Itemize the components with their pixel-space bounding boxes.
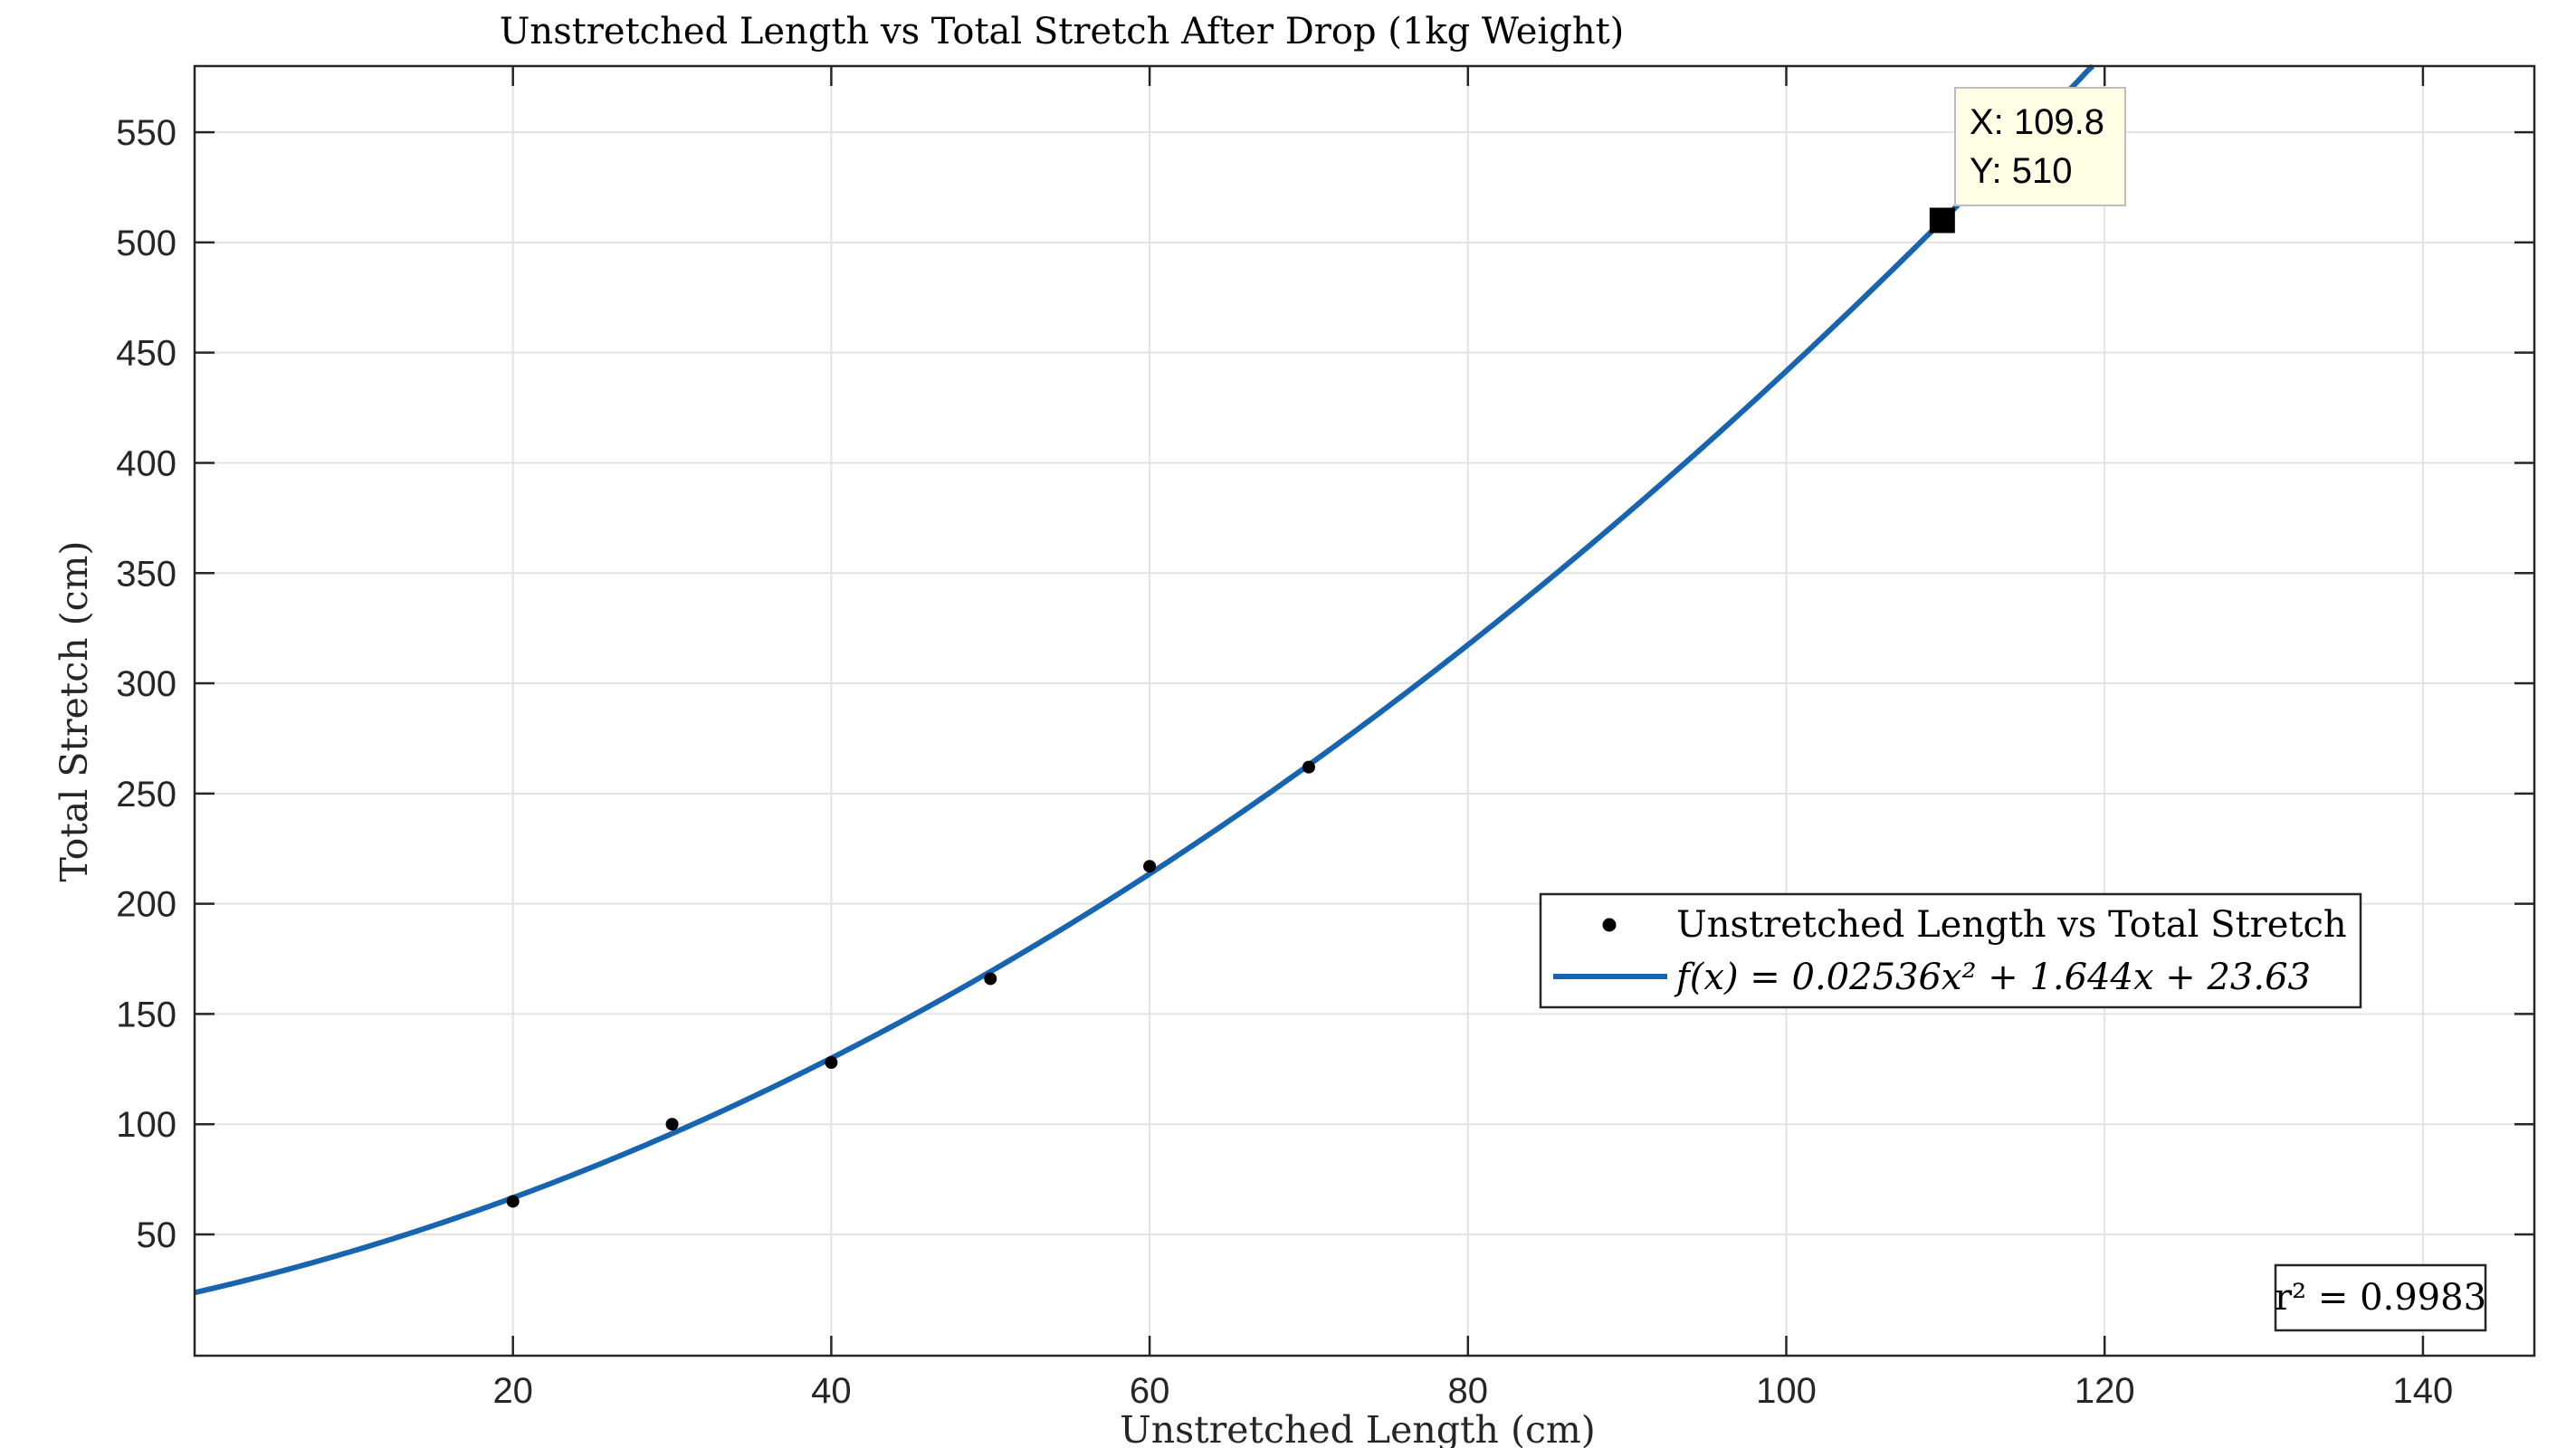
grid-lines [195,66,2534,1356]
annotation-box [2274,1263,2487,1332]
data-point [1143,860,1157,873]
y-tick-label: 500 [116,224,177,263]
legend-label-fit: f(x) = 0.02536x² + 1.644x + 23.63 [1674,957,2311,998]
annotation-text: r² = 0.9983 [2275,1277,2486,1319]
x-tick-label: 40 [811,1371,852,1411]
chart-title: Unstretched Length vs Total Stretch Afte… [500,11,1625,52]
data-point [1302,760,1315,774]
axis-ticks: 20 40 60 80 100 120 140 50 100 150 200 250 300 350 400… [116,66,2534,1411]
axes-box [193,64,2536,1358]
data-point [665,1118,679,1131]
y-axis-label: Total Stretch (cm) [52,540,96,881]
y-tick-label: 100 [116,1105,177,1145]
datatip-box [1954,87,2126,206]
y-tick-label: 300 [116,664,177,704]
y-tick-label: 450 [116,334,177,374]
scatter-points [506,760,1315,1208]
x-tick-label: 80 [1448,1371,1489,1411]
datatip[interactable]: X: 109.8 Y: 510 [1929,87,2126,233]
y-tick-label: 550 [116,113,177,153]
y-tick-label: 150 [116,995,177,1034]
data-point [506,1195,520,1208]
y-tick-label: 400 [116,443,177,483]
r-squared-annotation: r² = 0.9983 [2274,1263,2487,1332]
datatip-x-label: X: 109.8 [1970,102,2104,142]
x-tick-label: 120 [2075,1371,2135,1411]
legend-marker-scatter [1602,918,1617,932]
datatip-y-label: Y: 510 [1970,151,2072,191]
datatip-marker[interactable] [1929,207,1955,233]
y-tick-label: 50 [137,1215,177,1255]
x-tick-label: 20 [492,1371,533,1411]
x-axis-label: Unstretched Length (cm) [1120,1408,1596,1448]
legend: Unstretched Length vs Total Stretch f(x)… [1539,892,2362,1009]
y-tick-label: 350 [116,554,177,594]
x-tick-label: 100 [1756,1371,1817,1411]
data-point [825,1056,838,1070]
data-point [984,972,997,986]
y-tick-label: 250 [116,775,177,814]
legend-box [1539,892,2362,1009]
y-tick-label: 200 [116,885,177,925]
x-tick-label: 60 [1130,1371,1170,1411]
legend-label-scatter: Unstretched Length vs Total Stretch [1676,904,2347,946]
x-tick-label: 140 [2393,1371,2454,1411]
